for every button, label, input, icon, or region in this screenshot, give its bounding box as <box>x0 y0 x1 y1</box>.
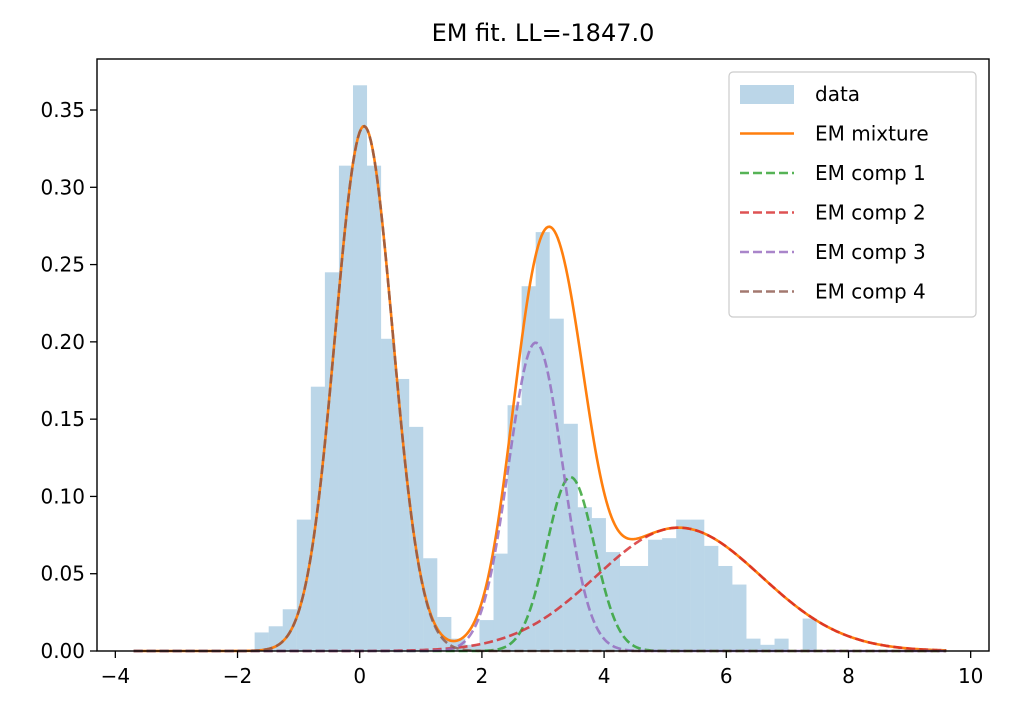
plot-frame <box>96 58 990 652</box>
histogram-bar <box>338 165 353 651</box>
histogram-bar <box>423 558 438 651</box>
histogram-bar <box>465 644 480 651</box>
histogram-bar <box>395 378 410 651</box>
x-tick-label: 10 <box>958 664 983 688</box>
histogram-bar <box>479 620 494 651</box>
x-axis: −4 −2 0 2 4 6 8 10 <box>101 651 983 688</box>
y-tick-label: 0.25 <box>40 253 85 277</box>
histogram-bar <box>746 638 761 651</box>
histogram-bar <box>563 423 578 651</box>
histogram-bar <box>310 386 325 651</box>
histogram-bar <box>690 519 705 651</box>
histogram-bar <box>254 632 269 651</box>
histogram-bar <box>409 426 424 651</box>
histogram-bar <box>619 565 635 651</box>
histogram-bar <box>324 272 339 651</box>
histogram-bar <box>535 232 550 651</box>
x-tick-label: 0 <box>353 664 366 688</box>
series-line <box>133 124 947 653</box>
histogram-bar <box>549 318 564 651</box>
histogram-bar <box>718 565 733 651</box>
legend: data EM mixture EM comp 1 EM comp 2 EM comp … <box>728 71 977 318</box>
y-tick-label: 0.05 <box>40 562 85 586</box>
y-axis: 0.00 0.05 0.10 0.15 0.20 0.25 0.30 0.35 <box>40 98 97 663</box>
y-tick-label: 0.00 <box>40 639 85 663</box>
histogram-bar <box>662 538 677 651</box>
legend-swatch <box>740 85 794 104</box>
x-tick-label: −2 <box>223 664 252 688</box>
histogram-bar <box>507 405 522 651</box>
y-tick-label: 0.35 <box>40 98 85 122</box>
histogram-bar <box>296 519 311 651</box>
x-tick-label: 4 <box>598 664 611 688</box>
y-tick-label: 0.20 <box>40 330 85 354</box>
histogram-bar <box>732 584 747 651</box>
y-tick-label: 0.15 <box>40 407 85 431</box>
y-tick-label: 0.30 <box>40 175 85 199</box>
histogram-bar <box>437 616 452 651</box>
histogram-bar <box>493 553 508 651</box>
histogram-bar <box>648 539 663 651</box>
x-tick-label: 2 <box>476 664 489 688</box>
histogram-bars <box>254 85 817 652</box>
histogram-bar <box>676 519 691 651</box>
histogram-bar <box>774 638 789 651</box>
legend-label: EM comp 1 <box>815 161 926 185</box>
legend-label: EM mixture <box>815 122 929 146</box>
legend-label: EM comp 2 <box>815 201 926 225</box>
histogram-bar <box>577 507 592 651</box>
histogram-bar <box>704 545 719 651</box>
histogram-bar <box>802 618 817 651</box>
histogram-bar <box>352 85 368 652</box>
chart-title: EM fit. LL=-1847.0 <box>432 19 655 47</box>
histogram-bar <box>381 338 396 651</box>
histogram-bar <box>367 165 382 651</box>
histogram-bar <box>634 565 649 651</box>
histogram-bar <box>760 644 775 651</box>
x-tick-label: −4 <box>101 664 130 688</box>
legend-label: data <box>815 82 860 106</box>
y-tick-label: 0.10 <box>40 484 85 508</box>
legend-label: EM comp 3 <box>815 240 926 264</box>
x-tick-label: 8 <box>842 664 855 688</box>
legend-label: EM comp 4 <box>815 280 926 304</box>
histogram-bar <box>521 286 536 651</box>
x-tick-label: 6 <box>720 664 733 688</box>
